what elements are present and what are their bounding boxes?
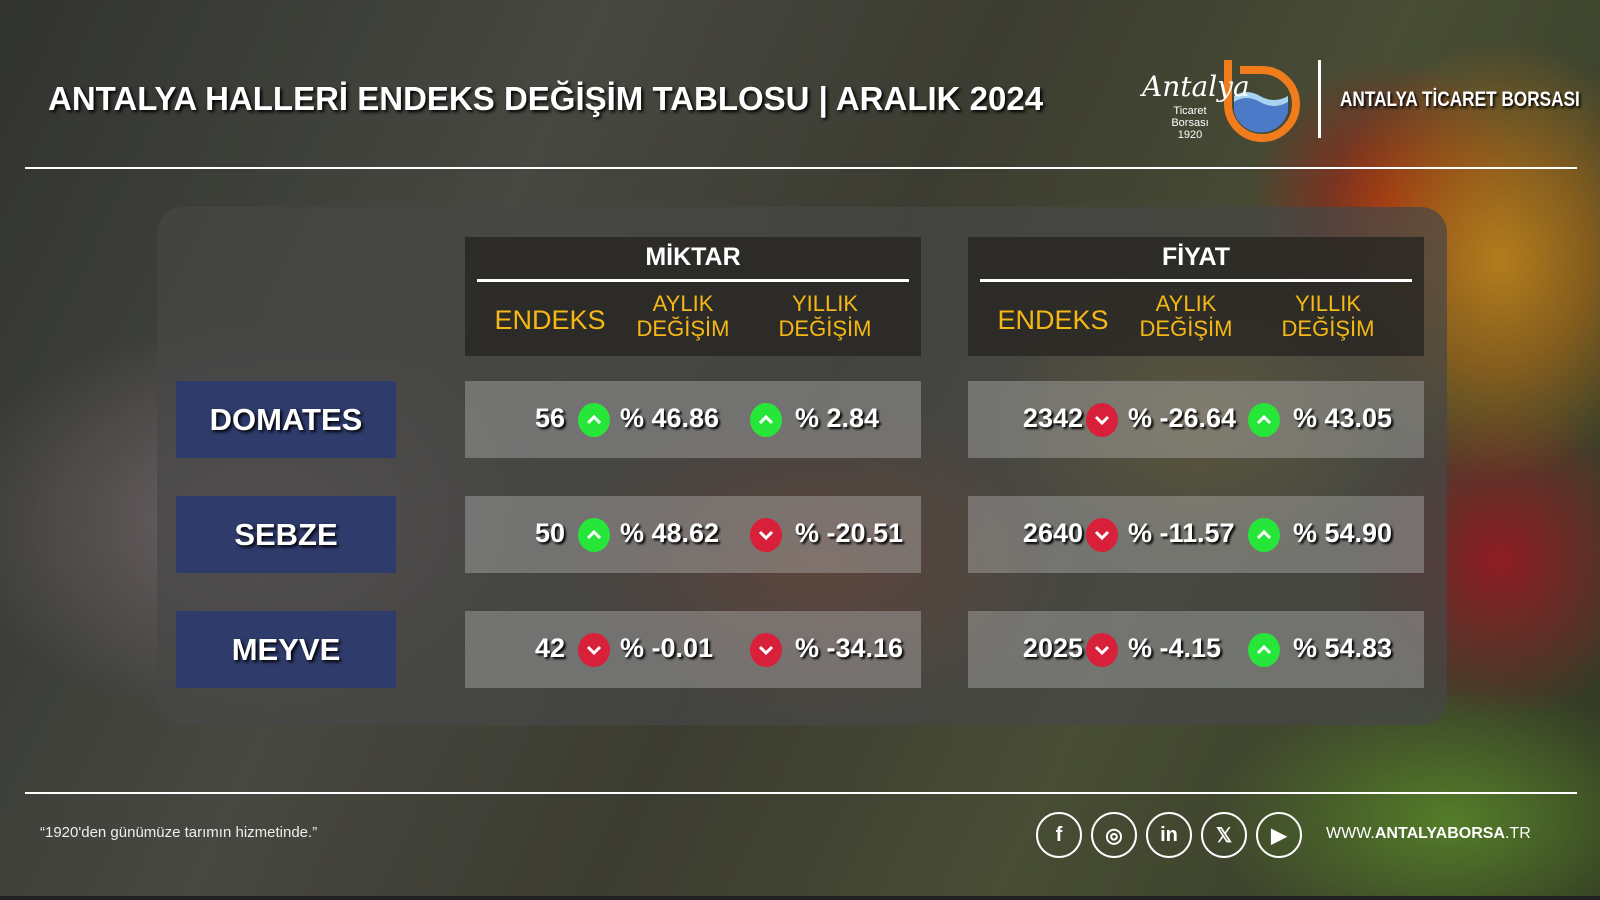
group-underline <box>477 279 909 282</box>
web-prefix: WWW. <box>1326 825 1375 842</box>
yillik-change: % 54.83 <box>1293 633 1393 663</box>
endeks-value: 50 <box>534 518 565 548</box>
logo-script: Antalya <box>1140 70 1250 103</box>
bottom-bar <box>0 896 1600 900</box>
row-label-sebze: SEBZE <box>176 496 396 573</box>
endeks-value: 56 <box>534 403 565 433</box>
aylik-change: % -26.64 <box>1128 403 1237 433</box>
linkedin-icon[interactable]: in <box>1146 812 1192 858</box>
endeks-value: 42 <box>534 633 565 663</box>
row-label-meyve: MEYVE <box>176 611 396 688</box>
footer-slogan: “1920'den günümüze tarımın hizmetinde.” <box>40 824 318 841</box>
footer-rule <box>25 792 1577 794</box>
cell-miktar: 42 % -0.01 % -34.16 <box>465 611 921 688</box>
col-endeks: ENDEKS <box>997 305 1109 335</box>
arrow-down-icon <box>1086 403 1118 437</box>
yillik-change: % -20.51 <box>795 518 904 548</box>
yillik-change: % 43.05 <box>1293 403 1393 433</box>
group-header-miktar: MİKTAR ENDEKS AYLIK DEĞİŞİM YILLIK DEĞİŞ… <box>465 237 921 356</box>
header-rule <box>25 167 1577 169</box>
col-endeks: ENDEKS <box>494 305 606 335</box>
website-link[interactable]: WWW.ANTALYABORSA.TR <box>1326 825 1531 843</box>
cell-fiyat: 2025 % -4.15 % 54.83 <box>968 611 1424 688</box>
endeks-value: 2025 <box>1022 633 1083 663</box>
arrow-down-icon <box>750 633 782 667</box>
aylik-change: % -4.15 <box>1128 633 1222 663</box>
instagram-icon[interactable]: ◎ <box>1091 812 1137 858</box>
cell-miktar: 50 % 48.62 % -20.51 <box>465 496 921 573</box>
yillik-change: % -34.16 <box>795 633 904 663</box>
group-title: FİYAT <box>1161 243 1231 271</box>
logo-line: 1920 <box>1178 129 1202 141</box>
yillik-change: % 54.90 <box>1293 518 1393 548</box>
cell-fiyat: 2342 % -26.64 % 43.05 <box>968 381 1424 458</box>
group-header-fiyat: FİYAT ENDEKS AYLIK DEĞİŞİM YILLIK DEĞİŞİ… <box>968 237 1424 356</box>
group-underline <box>980 279 1412 282</box>
arrow-down-icon <box>1086 633 1118 667</box>
arrow-up-icon <box>1248 403 1280 437</box>
endeks-value: 2640 <box>1022 518 1083 548</box>
group-title: MİKTAR <box>645 243 741 271</box>
youtube-icon[interactable]: ▶ <box>1256 812 1302 858</box>
aylik-change: % -0.01 <box>620 633 714 663</box>
logo-line: Ticaret <box>1173 105 1206 117</box>
organization-name: ANTALYA TİCARET BORSASI <box>1340 88 1580 111</box>
arrow-up-icon <box>578 518 610 552</box>
col-aylik: AYLIK DEĞİŞİM <box>636 291 730 341</box>
page-title: ANTALYA HALLERİ ENDEKS DEĞİŞİM TABLOSU |… <box>48 80 1044 117</box>
arrow-up-icon <box>750 403 782 437</box>
aylik-change: % 46.86 <box>620 403 720 433</box>
header-divider <box>1318 60 1321 138</box>
arrow-up-icon <box>578 403 610 437</box>
arrow-down-icon <box>750 518 782 552</box>
arrow-up-icon <box>1248 633 1280 667</box>
arrow-up-icon <box>1248 518 1280 552</box>
x-icon[interactable]: 𝕏 <box>1201 812 1247 858</box>
col-aylik: AYLIK DEĞİŞİM <box>1139 291 1233 341</box>
facebook-icon[interactable]: f <box>1036 812 1082 858</box>
endeks-value: 2342 <box>1022 403 1083 433</box>
col-yillik: YILLIK DEĞİŞİM <box>778 291 872 341</box>
web-domain: ANTALYABORSA <box>1374 825 1505 842</box>
cell-miktar: 56 % 46.86 % 2.84 <box>465 381 921 458</box>
arrow-down-icon <box>1086 518 1118 552</box>
row-label-domates: DOMATES <box>176 381 396 458</box>
web-suffix: .TR <box>1504 825 1531 842</box>
cell-fiyat: 2640 % -11.57 % 54.90 <box>968 496 1424 573</box>
aylik-change: % -11.57 <box>1128 518 1235 548</box>
yillik-change: % 2.84 <box>795 403 880 433</box>
aylik-change: % 48.62 <box>620 518 720 548</box>
arrow-down-icon <box>578 633 610 667</box>
antalya-ticaret-borsasi-logo: Antalya Ticaret Borsası 1920 <box>1140 60 1300 142</box>
col-yillik: YILLIK DEĞİŞİM <box>1281 291 1375 341</box>
logo-line: Borsası <box>1171 117 1208 129</box>
